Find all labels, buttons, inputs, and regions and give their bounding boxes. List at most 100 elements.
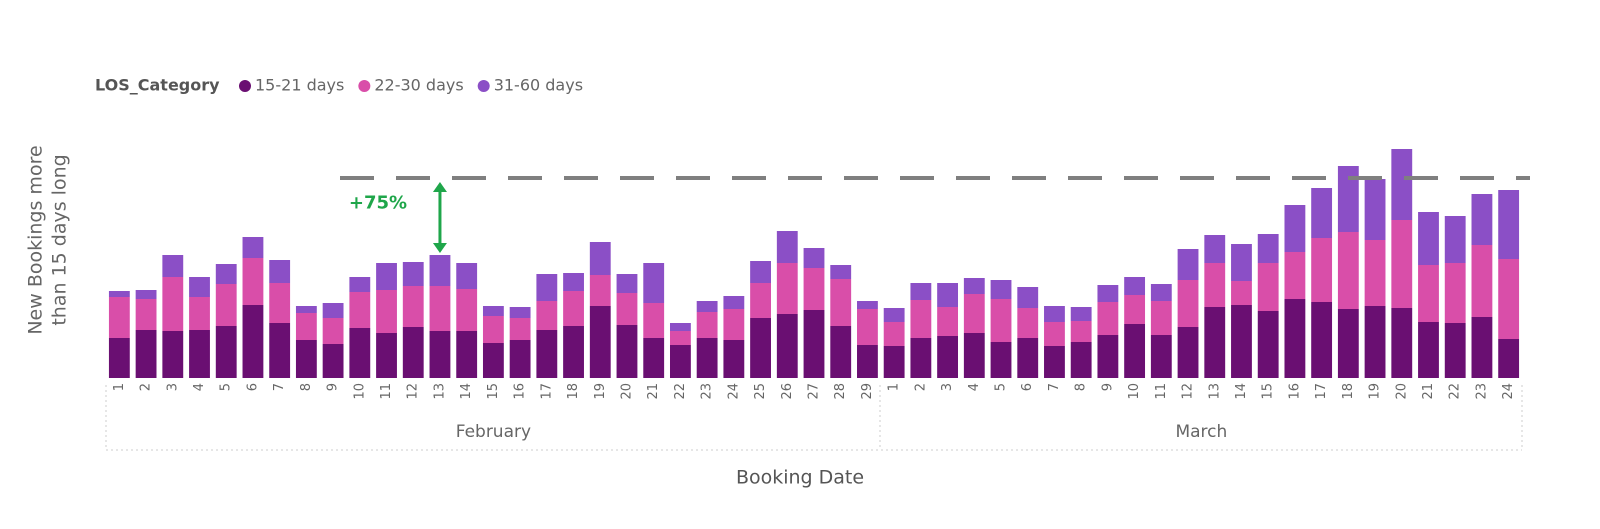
bar-segment <box>429 331 451 378</box>
x-tick-label: 6 <box>245 383 260 391</box>
x-tick-label: 11 <box>1154 383 1169 400</box>
bar-segment <box>1044 322 1065 346</box>
bar-segment <box>189 277 210 297</box>
bar-segment <box>990 280 1012 299</box>
x-tick-label: 22 <box>1448 383 1463 400</box>
bar-segment <box>215 284 237 326</box>
bar-segment <box>536 301 558 330</box>
bar-segment <box>1257 234 1279 263</box>
bar-segment <box>189 297 210 330</box>
bar-segment <box>1257 263 1279 311</box>
bar-segment <box>1418 265 1439 322</box>
x-tick-label: 1 <box>887 383 902 391</box>
bar-segment <box>589 275 611 306</box>
bar-segment <box>1070 307 1092 321</box>
bar-segment <box>1498 190 1520 259</box>
legend-label: 22-30 days <box>374 76 463 95</box>
bar-segment <box>803 248 825 268</box>
bar-segment <box>857 309 878 345</box>
x-tick-label: 8 <box>1074 383 1089 391</box>
bar-segment <box>937 307 959 336</box>
x-tick-label: 19 <box>593 383 608 400</box>
bar-segment <box>108 297 130 338</box>
x-tick-label: 6 <box>1020 383 1035 391</box>
bar-segment <box>536 274 558 301</box>
bar-segment <box>1418 322 1439 378</box>
legend-marker <box>358 80 371 92</box>
bar-segment <box>1284 252 1306 299</box>
legend-marker <box>477 80 490 92</box>
x-tick-label: 18 <box>1341 383 1356 400</box>
bar-segment <box>1150 284 1172 301</box>
bar-segment <box>1044 346 1065 378</box>
bar-segment <box>509 318 531 340</box>
bar-segment <box>1097 285 1119 302</box>
bar-segment <box>322 344 344 378</box>
bar-segment <box>135 290 157 299</box>
x-tick-label: 23 <box>700 383 715 400</box>
bar-segment <box>1284 205 1306 252</box>
bar-segment <box>376 263 397 290</box>
x-tick-label: 5 <box>994 383 1009 391</box>
bar-segment <box>776 231 798 263</box>
x-tick-label: 28 <box>833 383 848 400</box>
bar-segment <box>1311 302 1333 378</box>
arrow-head <box>432 243 447 253</box>
legend-label: 31-60 days <box>494 76 583 95</box>
bar-segment <box>723 340 745 378</box>
x-tick-label: 23 <box>1474 383 1489 400</box>
bar-segment <box>456 263 478 289</box>
bar-segment <box>723 296 745 309</box>
bar-segment <box>830 326 852 378</box>
x-tick-label: 22 <box>673 383 688 400</box>
bar-segment <box>990 342 1012 378</box>
bar-segment <box>509 340 531 378</box>
x-tick-label: 20 <box>619 383 634 400</box>
y-axis-title: New Bookings more <box>25 145 47 334</box>
bar-segment <box>803 310 825 378</box>
bar-segment <box>883 322 905 346</box>
x-tick-label: 3 <box>165 383 180 391</box>
bar-segment <box>1231 281 1252 305</box>
bar-segment <box>402 286 424 327</box>
bar-segment <box>1498 339 1520 378</box>
bar-segment <box>1498 259 1520 339</box>
axis-frame <box>105 385 1523 451</box>
bar-segment <box>1391 308 1413 378</box>
bar-segment <box>563 273 584 291</box>
bar-segment <box>1471 194 1493 245</box>
bar-segment <box>776 263 798 314</box>
bar-segment <box>669 323 691 331</box>
bar-segment <box>990 299 1012 342</box>
bar-segment <box>883 346 905 378</box>
bar-segment <box>242 305 264 378</box>
bar-segment <box>643 303 665 338</box>
bar-segment <box>1311 188 1333 238</box>
bar-segment <box>883 308 905 322</box>
bar-segment <box>696 312 718 338</box>
x-tick-label: 3 <box>940 383 955 391</box>
bar-segment <box>1471 317 1493 378</box>
x-tick-label: 16 <box>1287 383 1302 400</box>
bar-segment <box>162 255 184 277</box>
bar-segment <box>1124 324 1146 378</box>
bar-segment <box>589 242 611 275</box>
x-tick-label: 17 <box>539 383 554 400</box>
x-tick-label: 24 <box>726 383 741 400</box>
x-tick-label: 12 <box>406 383 421 400</box>
bar-segment <box>910 300 932 338</box>
x-tick-label: 14 <box>1234 383 1249 400</box>
bar-segment <box>616 274 638 293</box>
bar-segment <box>242 237 264 258</box>
bar-segment <box>135 299 157 330</box>
bar-segment <box>830 279 852 326</box>
bar-segment <box>349 328 371 378</box>
bar-segment <box>402 327 424 378</box>
bar-segment <box>963 333 985 378</box>
bar-segment <box>1364 306 1386 378</box>
x-tick-label: 17 <box>1314 383 1329 400</box>
x-tick-label: 18 <box>566 383 581 400</box>
x-tick-label: 7 <box>272 383 287 391</box>
bar-segment <box>937 336 959 378</box>
bar-segment <box>1124 277 1146 295</box>
